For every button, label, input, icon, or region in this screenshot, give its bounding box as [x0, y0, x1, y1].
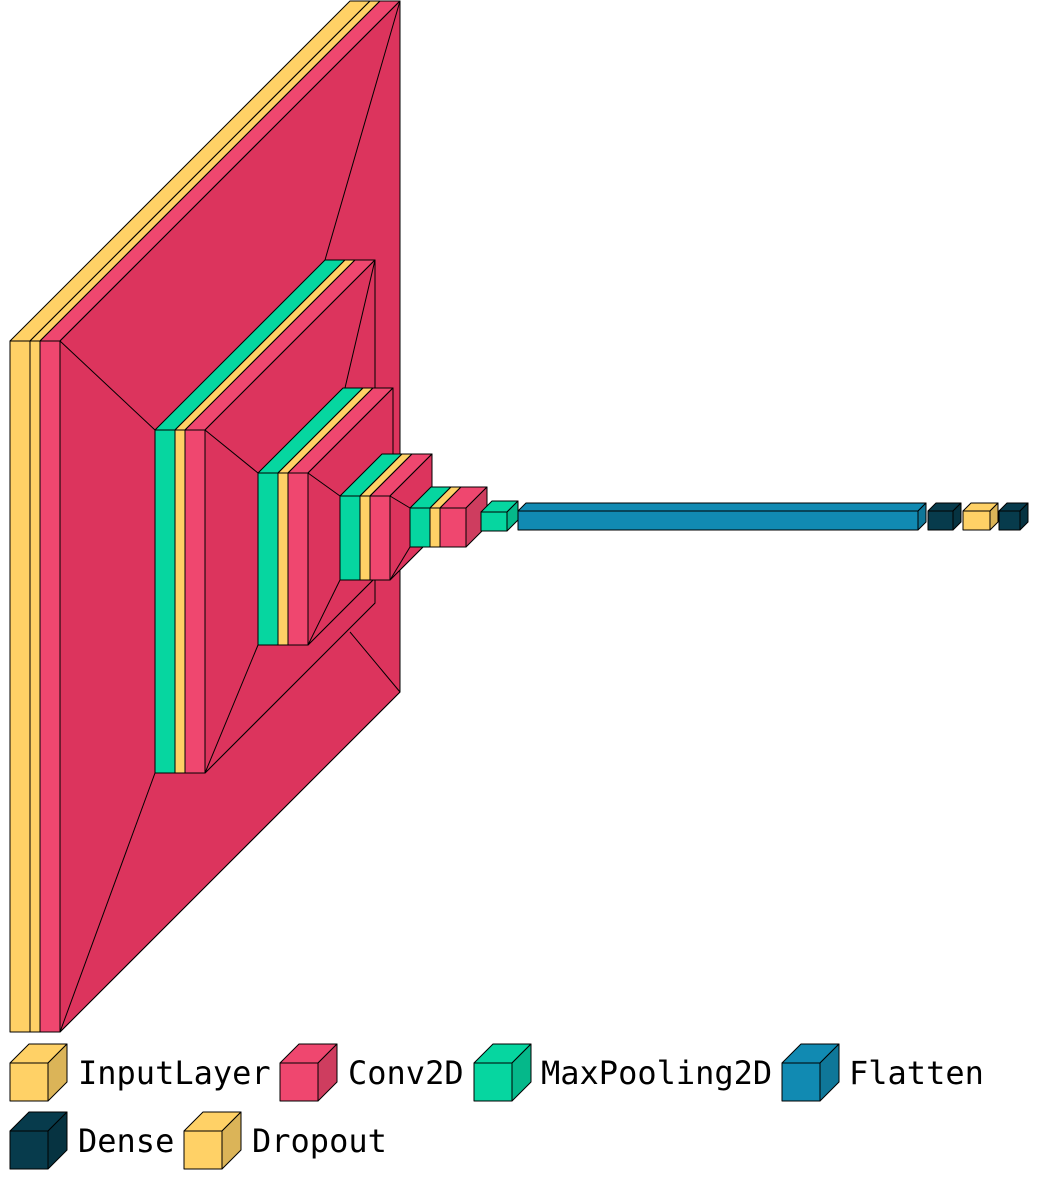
box-front-face: [39, 340, 61, 1033]
legend-swatch: [9, 1111, 68, 1170]
legend-item-inputlayer: InputLayer: [9, 1043, 271, 1102]
legend-item-maxpooling2d: MaxPooling2D: [473, 1043, 772, 1102]
box-front-face: [154, 429, 176, 774]
box-front-face: [9, 340, 31, 1033]
frustum-edge: [324, 0, 401, 261]
legend-label: MaxPooling2D: [541, 1054, 772, 1092]
legend-label: Dropout: [252, 1122, 387, 1160]
box-front-face: [183, 1130, 223, 1170]
frustum-edge: [389, 546, 411, 581]
legend-label: Flatten: [849, 1054, 984, 1092]
frustum-edge: [307, 579, 341, 646]
frustum-edge: [344, 259, 376, 389]
frustum-edge: [389, 495, 411, 509]
legend-label: InputLayer: [78, 1054, 271, 1092]
legend-swatch: [183, 1111, 242, 1170]
box-front-face: [962, 510, 991, 531]
box-front-face: [429, 507, 441, 548]
box-front-face: [287, 472, 309, 646]
frustum-edge: [307, 472, 341, 497]
layer-stack: [9, 0, 1029, 1033]
layer-dense-17: [927, 502, 962, 531]
box-front-face: [998, 510, 1021, 531]
frustum-edge: [59, 772, 156, 1033]
legend-swatch: [473, 1043, 532, 1102]
box-front-face: [174, 429, 186, 774]
legend-item-flatten: Flatten: [781, 1043, 984, 1102]
legend-swatch: [279, 1043, 338, 1102]
box-front-face: [473, 1062, 513, 1102]
box-front-face: [184, 429, 206, 774]
legend-swatch: [781, 1043, 840, 1102]
layer-flatten-16: [517, 502, 927, 531]
box-front-face: [480, 511, 508, 532]
frustum-edge: [204, 644, 259, 774]
frustum-edge: [204, 429, 259, 474]
legend-item-dropout: Dropout: [183, 1111, 387, 1170]
legend: InputLayer Conv2D MaxPooling2D Flatten Dense…: [9, 1043, 984, 1170]
box-front-face: [29, 340, 41, 1033]
legend-label: Conv2D: [348, 1054, 464, 1092]
frustum-edge: [59, 340, 156, 431]
legend-item-dense: Dense: [9, 1111, 174, 1170]
box-front-face: [9, 1130, 49, 1170]
box-front-face: [359, 495, 371, 581]
legend-swatch: [9, 1043, 68, 1102]
box-front-face: [257, 472, 279, 646]
frustum-edge: [349, 631, 401, 693]
box-front-face: [9, 1062, 49, 1102]
legend-label: Dense: [78, 1122, 174, 1160]
legend-item-conv2d: Conv2D: [279, 1043, 464, 1102]
box-front-face: [781, 1062, 821, 1102]
box-front-face: [339, 495, 361, 581]
box-front-face: [279, 1062, 319, 1102]
box-front-face: [409, 507, 431, 548]
box-front-face: [439, 507, 467, 548]
layer-dense-19: [998, 502, 1029, 531]
box-front-face: [369, 495, 391, 581]
box-top-face: [517, 502, 927, 512]
box-front-face: [517, 510, 919, 531]
layer-conv2d-14: [439, 486, 488, 548]
box-front-face: [927, 510, 954, 531]
layer-dropout-18: [962, 502, 999, 531]
box-front-face: [277, 472, 289, 646]
